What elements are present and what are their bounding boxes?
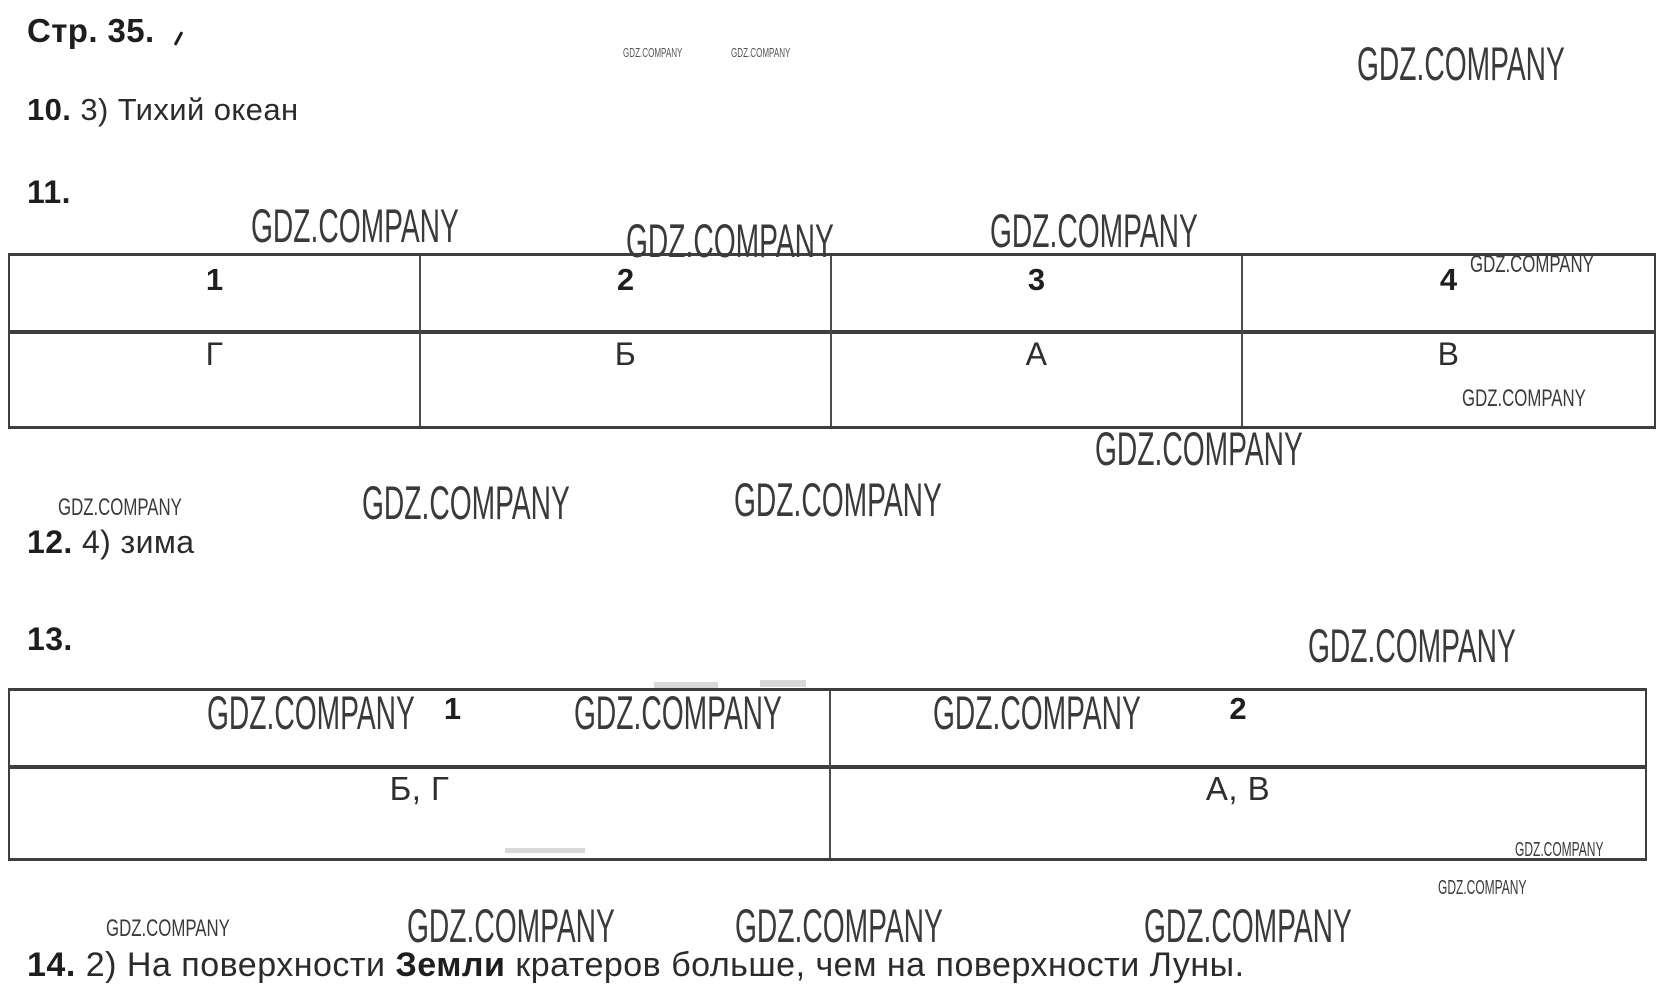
watermark: GDZ.COMPANY: [1438, 877, 1527, 899]
watermark: GDZ.COMPANY: [1515, 839, 1604, 861]
table11-value-4: В: [1437, 336, 1460, 372]
scan-artifact: [760, 680, 806, 687]
answers-table-13: 1 2 Б, Г А, В: [8, 688, 1647, 861]
table13-header-2: 2: [831, 691, 1645, 769]
answers-table-11: 1 2 3 4 Г Б А В: [8, 253, 1656, 429]
watermark: GDZ.COMPANY: [933, 686, 1141, 739]
question-11: 11.: [27, 174, 71, 211]
watermark: GDZ.COMPANY: [734, 473, 942, 526]
question-12: 12. 4) зима: [27, 524, 194, 561]
table13-header-1: 1: [10, 691, 831, 769]
table11-header-2: 2: [421, 256, 832, 334]
question-10-number: 10.: [27, 92, 72, 127]
table13-value-2: А, В: [1205, 770, 1271, 807]
watermark: GDZ.COMPANY: [626, 214, 834, 267]
watermark: GDZ.COMPANY: [1357, 37, 1565, 90]
watermark: GDZ.COMPANY: [407, 899, 615, 952]
question-14-answer-suffix: кратеров больше, чем на поверхности Луны…: [505, 946, 1245, 984]
table11-header-4: 4: [1243, 256, 1654, 334]
watermark: GDZ.COMPANY: [251, 199, 459, 252]
question-14-answer-bold: Земли: [395, 946, 506, 984]
table11-value-2: Б: [421, 334, 832, 426]
table11-value-1: Г: [10, 334, 421, 426]
question-12-number: 12.: [27, 524, 73, 560]
table13-value-1: Б, Г: [10, 769, 831, 858]
watermark: GDZ.COMPANY: [362, 476, 570, 529]
watermark: GDZ.COMPANY: [731, 45, 791, 60]
question-10-answer: 3) Тихий океан: [80, 92, 299, 127]
scan-artifact: [505, 848, 585, 853]
watermark: GDZ.COMPANY: [207, 686, 415, 739]
question-13: 13.: [27, 621, 73, 658]
table11-header-1: 1: [10, 256, 421, 334]
question-11-number: 11.: [27, 174, 71, 210]
question-12-answer: 4) зима: [81, 524, 195, 560]
question-14-answer-prefix: 2) На поверхности: [85, 946, 396, 984]
watermark: GDZ.COMPANY: [1144, 899, 1352, 952]
question-14-number: 14.: [27, 946, 76, 984]
question-14: 14. 2) На поверхности Земли кратеров бол…: [27, 946, 1245, 985]
watermark: GDZ.COMPANY: [990, 204, 1198, 257]
watermark: GDZ.COMPANY: [1462, 385, 1586, 412]
scan-artifact-mark: [173, 31, 184, 46]
scan-artifact: [654, 682, 718, 688]
watermark: GDZ.COMPANY: [1308, 619, 1516, 672]
watermark: GDZ.COMPANY: [623, 45, 683, 60]
watermark: GDZ.COMPANY: [1470, 251, 1594, 278]
watermark: GDZ.COMPANY: [58, 494, 182, 521]
table11-header-3: 3: [832, 256, 1243, 334]
question-13-number: 13.: [27, 621, 73, 657]
table11-value-3: А: [832, 334, 1243, 426]
watermark: GDZ.COMPANY: [735, 899, 943, 952]
watermark: GDZ.COMPANY: [1095, 422, 1303, 475]
page-heading-text: Стр. 35.: [27, 12, 155, 49]
question-10: 10. 3) Тихий океан: [27, 92, 298, 128]
page-heading: Стр. 35.: [27, 12, 155, 50]
watermark: GDZ.COMPANY: [106, 915, 230, 942]
watermark: GDZ.COMPANY: [574, 686, 782, 739]
